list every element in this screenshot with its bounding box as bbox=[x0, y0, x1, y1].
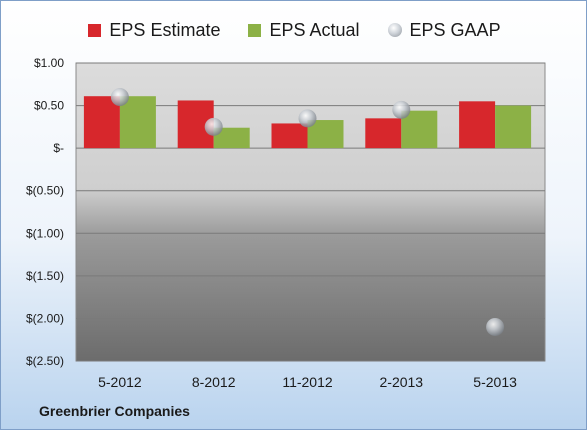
company-name: Greenbrier Companies bbox=[39, 403, 190, 419]
bar-eps-estimate bbox=[83, 96, 120, 149]
legend-label-eps-actual: EPS Actual bbox=[269, 19, 360, 40]
y-tick-label: $(1.50) bbox=[26, 269, 64, 283]
y-tick-label: $1.00 bbox=[34, 56, 64, 70]
x-category-label: 11-2012 bbox=[282, 374, 333, 390]
x-axis: 5-2012 8-2012 11-2012 2-2013 5-2013 bbox=[98, 374, 517, 390]
bar-eps-estimate bbox=[271, 123, 308, 149]
y-axis: $1.00 $0.50 $- $(0.50) $(1.00) $(1.50) $(2.00)… bbox=[26, 56, 64, 368]
legend-item-eps-estimate: EPS Estimate bbox=[88, 20, 220, 41]
bar-eps-estimate bbox=[365, 118, 402, 149]
y-tick-label: $(0.50) bbox=[26, 184, 64, 198]
marker-eps-gaap bbox=[486, 317, 505, 336]
bar-eps-actual bbox=[213, 127, 250, 149]
legend-label-eps-gaap: EPS GAAP bbox=[409, 19, 501, 40]
y-tick-label: $0.50 bbox=[34, 99, 64, 113]
bar-eps-actual bbox=[119, 96, 156, 149]
marker-eps-gaap bbox=[392, 100, 411, 119]
y-tick-label: $(2.50) bbox=[26, 354, 64, 368]
y-tick-label: $(2.00) bbox=[26, 311, 64, 325]
y-tick-label: $- bbox=[53, 141, 64, 155]
x-category-label: 5-2012 bbox=[98, 374, 142, 390]
x-category-label: 2-2013 bbox=[380, 374, 424, 390]
markers bbox=[110, 88, 505, 336]
legend-label-eps-estimate: EPS Estimate bbox=[109, 19, 221, 40]
marker-eps-gaap bbox=[204, 117, 223, 136]
x-category-label: 5-2013 bbox=[473, 374, 517, 390]
legend-item-eps-actual: EPS Actual bbox=[248, 19, 360, 41]
bar-eps-actual bbox=[495, 105, 532, 149]
bar-eps-actual bbox=[401, 110, 438, 149]
legend-item-eps-gaap: EPS GAAP bbox=[387, 19, 501, 41]
legend-swatch-eps-gaap bbox=[387, 23, 402, 37]
x-category-label: 8-2012 bbox=[192, 374, 236, 390]
legend: EPS Estimate EPS Actual EPS GAAP bbox=[1, 15, 587, 45]
marker-eps-gaap bbox=[110, 88, 129, 107]
legend-swatch-eps-actual bbox=[248, 23, 262, 37]
legend-swatch-eps-estimate bbox=[88, 23, 102, 37]
marker-eps-gaap bbox=[298, 109, 317, 128]
bar-eps-estimate bbox=[459, 101, 496, 149]
y-tick-label: $(1.00) bbox=[26, 226, 64, 240]
bars bbox=[83, 96, 532, 149]
